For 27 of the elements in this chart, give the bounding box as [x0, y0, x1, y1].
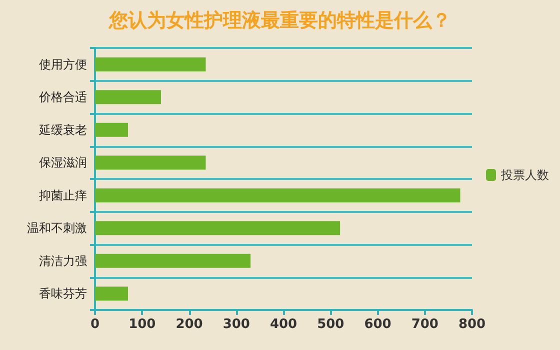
- bar: [95, 254, 251, 268]
- y-tick-label: 抑菌止痒: [39, 188, 87, 202]
- x-tick-label: 0: [90, 317, 100, 332]
- y-tick-label: 使用方便: [39, 57, 87, 72]
- y-tick-label: 清洁力强: [39, 254, 87, 268]
- x-tick-label: 200: [176, 317, 203, 332]
- bar: [95, 286, 128, 301]
- bar: [95, 188, 460, 202]
- bar: [95, 122, 128, 137]
- x-tick-label: 800: [458, 317, 486, 332]
- x-tick-label: 400: [270, 317, 298, 332]
- y-tick-label: 价格合适: [38, 90, 87, 104]
- bar: [95, 156, 206, 170]
- x-tick-label: 700: [411, 317, 438, 332]
- bar: [95, 221, 340, 236]
- legend-label: 投票人数: [500, 168, 549, 182]
- x-tick-label: 100: [128, 317, 156, 332]
- bar: [95, 57, 206, 72]
- y-tick-label: 香味芬芳: [39, 286, 87, 301]
- y-tick-label: 保湿滋润: [39, 156, 87, 170]
- x-tick-label: 300: [222, 317, 250, 332]
- y-tick-label: 温和不刺激: [27, 221, 87, 236]
- chart-title: 您认为女性护理液最重要的特性是什么？: [108, 10, 451, 32]
- y-tick-label: 延缓衰老: [38, 122, 87, 137]
- x-tick-label: 500: [317, 317, 344, 332]
- bar: [95, 90, 161, 104]
- x-tick-label: 600: [364, 317, 392, 332]
